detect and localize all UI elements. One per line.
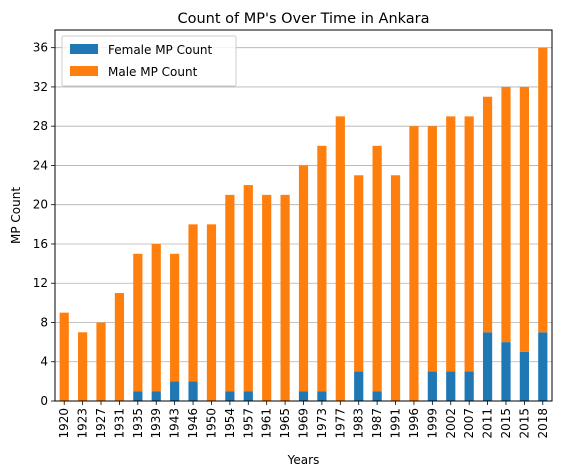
y-tick-label: 20 [33,198,48,212]
x-tick-label: 1991 [389,408,403,439]
bar-female [151,391,161,401]
bar-female [482,332,493,401]
x-tick-label: 1950 [204,408,218,439]
bar-male [243,185,253,392]
bar-female [372,391,382,401]
bar-female [243,391,253,401]
bar-female [464,371,474,401]
bar-female [188,381,198,401]
bar-male [78,332,88,401]
x-tick-label: 1987 [370,408,384,439]
x-tick-label: 1961 [260,408,274,439]
y-tick-label: 8 [40,315,48,329]
bar-male [317,145,327,392]
bar-female [354,371,364,401]
x-tick-label: 1946 [186,408,200,439]
x-tick-label: 2015 [517,408,531,439]
bar-female [317,391,327,401]
x-tick-label: 1923 [76,408,90,439]
legend-swatch-female [70,44,98,54]
x-tick-label: 2007 [462,408,476,439]
bar-male [114,293,125,401]
bar-female [519,351,529,401]
bar-male [482,96,493,333]
y-tick-label: 0 [40,394,48,408]
x-tick-label: 2018 [536,408,550,439]
bar-male [206,224,217,401]
y-tick-label: 4 [40,355,48,369]
x-axis-label: Years [287,453,320,467]
x-tick-label: 1965 [278,408,292,439]
bars-layer [59,47,548,402]
bar-male [538,47,548,333]
x-tick-label: 1939 [149,408,163,439]
bar-female [446,371,456,401]
bar-female [298,391,309,401]
x-tick-label: 1931 [112,408,126,439]
y-tick-label: 32 [33,80,48,94]
x-tick-label: 1954 [223,408,237,439]
bar-male [188,224,198,382]
bar-female [427,371,437,401]
bar-male [225,194,235,392]
bar-male [464,116,474,372]
x-tick-label: 1996 [407,408,421,439]
bar-male [298,165,309,392]
legend: Female MP Count Male MP Count [61,35,237,87]
bar-male [133,253,143,392]
x-tick-label: 1943 [168,408,182,439]
bar-male [390,175,401,401]
legend-box [61,35,237,87]
x-tick-label: 2011 [481,408,495,439]
y-tick-label: 16 [33,237,48,251]
x-tick-label: 1973 [315,408,329,439]
x-tick-label: 1957 [241,408,255,439]
chart-title: Count of MP's Over Time in Ankara [177,11,429,27]
bar-male [59,312,69,401]
bar-male [519,86,529,352]
bar-female [133,391,143,401]
bar-female [225,391,235,401]
x-tick-label: 1927 [94,408,108,439]
bar-female [170,381,180,401]
bar-male [170,253,180,382]
x-tick-label: 1999 [425,408,439,439]
x-tick-label: 2015 [499,408,513,439]
y-tick-label: 24 [33,158,48,172]
bar-male [262,194,272,401]
bar-male [96,322,106,401]
x-tick-label: 1977 [333,408,347,439]
bar-male [372,145,382,392]
bar-male [280,194,290,401]
legend-label-male: Male MP Count [108,65,198,79]
bar-male [354,175,364,372]
y-tick-label: 12 [33,276,48,290]
y-tick-label: 28 [33,119,48,133]
bar-male [335,116,345,402]
legend-label-female: Female MP Count [108,43,213,57]
bar-male [446,116,456,372]
x-axis: 1920 1923 1927 1931 1935 1939 1943 1946 1950 1954… [57,401,550,439]
y-axis: 0 4 8 12 16 20 24 28 32 36 [33,41,55,408]
x-tick-label: 1920 [57,408,71,439]
x-tick-label: 1969 [297,408,311,439]
x-tick-label: 2002 [444,408,458,439]
bar-female [501,342,511,401]
bar-male [409,126,419,402]
x-tick-label: 1983 [352,408,366,439]
bar-female [538,332,548,401]
bar-male [151,243,161,392]
y-axis-label: MP Count [9,187,23,244]
bar-male [501,86,511,343]
bar-male [427,126,437,372]
x-tick-label: 1935 [131,408,145,439]
y-tick-label: 36 [33,41,48,55]
legend-swatch-male [70,66,98,76]
